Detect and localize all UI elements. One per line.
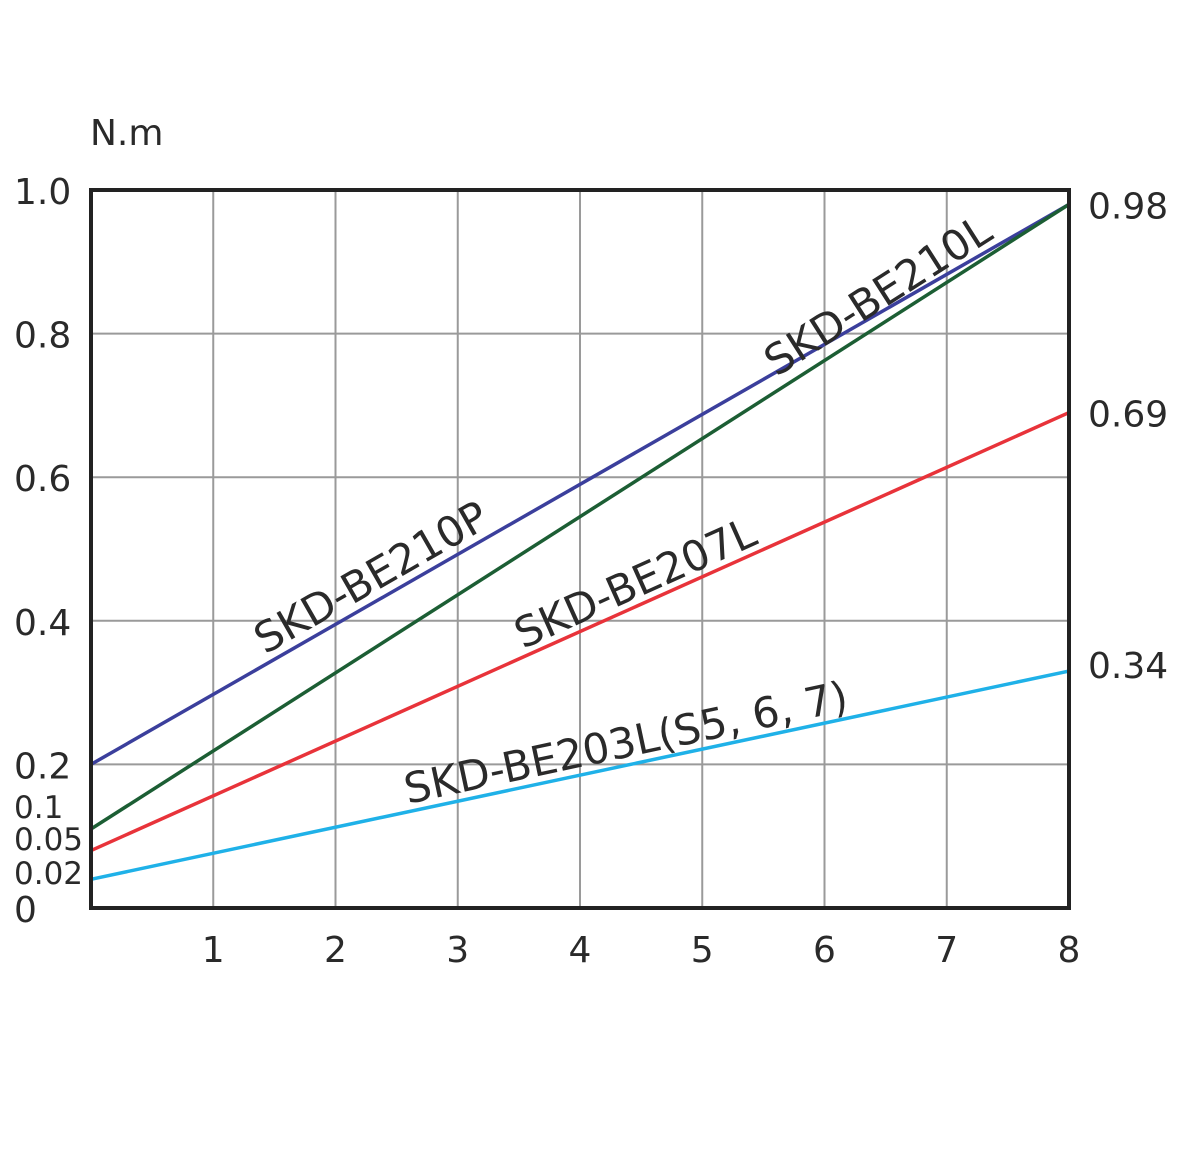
x-tick-label: 1: [202, 930, 225, 971]
y-tick-label: 0: [14, 890, 37, 931]
series-line: [90, 669, 1070, 881]
right-value-label: 0.34: [1088, 646, 1168, 687]
y-tick-label: 0.4: [14, 603, 71, 644]
x-tick-label: 2: [324, 930, 347, 971]
series-label: SKD-BE203L(S5, 6, 7): [400, 672, 852, 814]
y-tick-label: 0.8: [14, 316, 71, 357]
x-tick-label: 8: [1058, 930, 1081, 971]
plot-frame: [89, 188, 1071, 910]
x-tick-label: 7: [935, 930, 958, 971]
grid: [91, 190, 1069, 908]
axis-labels: N.m 1 2 3 4 5 6 7 8 0 0.2 0.4 0.6 0.8 1.0 0.10.050.02 0…: [14, 113, 1168, 971]
series-line: [90, 410, 1070, 853]
series-lines: [90, 202, 1070, 881]
series-label: SKD-BE210P: [246, 491, 497, 663]
y-minor-tick-label: 0.05: [14, 822, 83, 858]
y-tick-label: 0.6: [14, 459, 71, 500]
x-tick-label: 6: [813, 930, 836, 971]
x-tick-label: 4: [569, 930, 592, 971]
right-value-label: 0.98: [1088, 186, 1168, 227]
right-value-label: 0.69: [1088, 395, 1168, 436]
x-tick-label: 5: [691, 930, 714, 971]
series-label: SKD-BE207L: [507, 507, 764, 658]
x-tick-label: 3: [446, 930, 469, 971]
series-line: [90, 202, 1070, 766]
y-axis-unit-label: N.m: [90, 113, 163, 154]
y-tick-label: 1.0: [14, 172, 71, 213]
y-minor-tick-label: 0.1: [14, 790, 63, 826]
series-line: [90, 202, 1070, 831]
series-labels: SKD-BE210P SKD-BE210L SKD-BE207LSKD-BE203L…: [246, 205, 1001, 814]
y-minor-tick-label: 0.02: [14, 856, 83, 892]
y-tick-label: 0.2: [14, 746, 71, 787]
series-label: SKD-BE210L: [755, 205, 1000, 386]
